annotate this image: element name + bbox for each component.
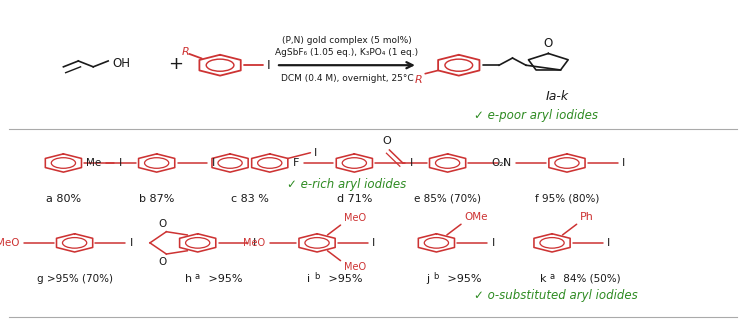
Text: I: I <box>410 158 413 168</box>
Text: g >95% (70%): g >95% (70%) <box>37 274 113 284</box>
Text: Me: Me <box>87 158 101 168</box>
Text: MeO: MeO <box>243 238 266 248</box>
Text: b: b <box>433 272 439 281</box>
Text: DCM (0.4 M), overnight, 25°C: DCM (0.4 M), overnight, 25°C <box>280 74 413 83</box>
Text: MeO: MeO <box>0 238 19 248</box>
Text: Ia-k: Ia-k <box>546 90 568 103</box>
Text: ✓ e-rich aryl iodides: ✓ e-rich aryl iodides <box>287 178 407 191</box>
Text: AgSbF₆ (1.05 eq.), K₃PO₄ (1 eq.): AgSbF₆ (1.05 eq.), K₃PO₄ (1 eq.) <box>275 48 419 57</box>
Text: k: k <box>540 274 546 284</box>
Text: OH: OH <box>112 57 130 70</box>
Text: I: I <box>212 158 215 168</box>
Text: >95%: >95% <box>325 274 362 284</box>
Text: F: F <box>292 158 299 168</box>
Text: I: I <box>372 238 375 248</box>
Text: d 71%: d 71% <box>336 194 372 204</box>
Text: O: O <box>158 219 167 229</box>
Text: MeO: MeO <box>343 262 366 272</box>
Text: R: R <box>181 47 189 57</box>
Text: (P,N) gold complex (5 mol%): (P,N) gold complex (5 mol%) <box>282 36 412 45</box>
Text: O: O <box>544 37 553 50</box>
Text: I: I <box>492 238 495 248</box>
Text: a: a <box>549 272 554 281</box>
Text: >95%: >95% <box>205 274 242 284</box>
Text: O: O <box>382 136 391 146</box>
Text: I: I <box>503 158 506 168</box>
Text: h: h <box>185 274 192 284</box>
Text: I: I <box>607 238 610 248</box>
Text: e 85% (70%): e 85% (70%) <box>414 194 481 204</box>
Text: OMe: OMe <box>464 212 488 222</box>
Text: I: I <box>314 148 318 158</box>
Text: b: b <box>314 272 319 281</box>
Text: I: I <box>266 59 270 72</box>
Text: b 87%: b 87% <box>139 194 175 204</box>
Text: I: I <box>622 158 625 168</box>
Text: Ph: Ph <box>580 212 594 222</box>
Text: a: a <box>195 272 200 281</box>
Text: I: I <box>253 238 256 248</box>
Text: MeO: MeO <box>343 214 366 223</box>
Text: ✓ o-substituted aryl iodides: ✓ o-substituted aryl iodides <box>474 289 638 302</box>
Text: O: O <box>158 257 167 267</box>
Text: c 83 %: c 83 % <box>231 194 269 204</box>
Text: R: R <box>415 75 422 85</box>
Text: 84% (50%): 84% (50%) <box>560 274 620 284</box>
Text: O₂N: O₂N <box>492 158 512 168</box>
Text: a 80%: a 80% <box>46 194 81 204</box>
Text: ✓ e-poor aryl iodides: ✓ e-poor aryl iodides <box>474 109 598 122</box>
Text: I: I <box>130 238 133 248</box>
Text: >95%: >95% <box>444 274 481 284</box>
Text: +: + <box>168 54 183 73</box>
Text: j: j <box>426 274 429 284</box>
Text: I: I <box>119 158 122 168</box>
Text: i: i <box>307 274 310 284</box>
Text: f 95% (80%): f 95% (80%) <box>535 194 599 204</box>
